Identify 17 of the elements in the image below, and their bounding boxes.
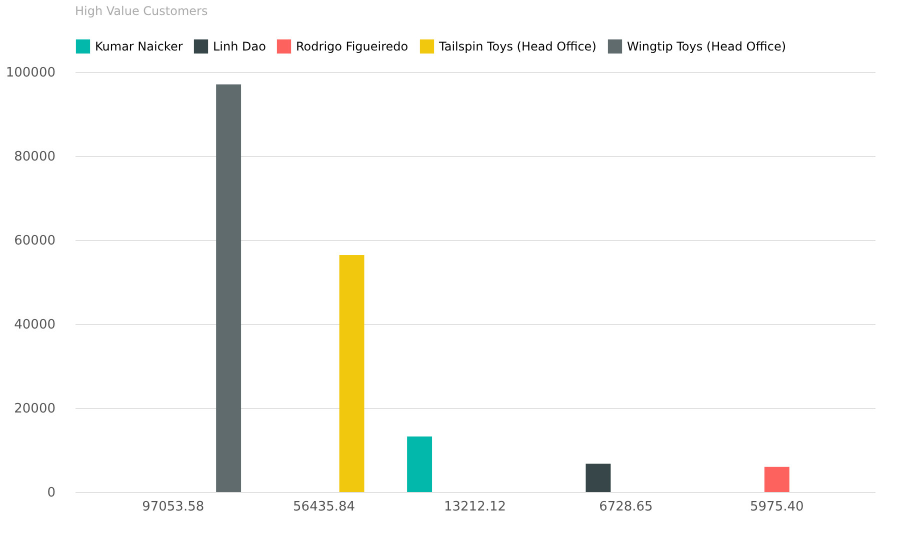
legend-label: Rodrigo Figueiredo — [296, 39, 408, 54]
y-tick-label: 100000 — [6, 66, 56, 80]
y-tick-label: 0 — [47, 486, 56, 500]
x-tick-label: 5975.40 — [750, 500, 804, 514]
legend-label: Tailspin Toys (Head Office) — [438, 39, 596, 54]
legend-label: Wingtip Toys (Head Office) — [627, 39, 786, 54]
y-tick-label: 40000 — [14, 318, 56, 332]
x-tick-label: 97053.58 — [142, 500, 204, 514]
chart-title: High Value Customers — [75, 4, 208, 18]
y-tick-label: 20000 — [14, 402, 56, 416]
legend-label: Linh Dao — [213, 39, 266, 54]
y-tick-label: 80000 — [14, 150, 56, 164]
y-tick-label: 60000 — [14, 234, 56, 248]
x-tick-label: 6728.65 — [599, 500, 653, 514]
legend-label: Kumar Naicker — [95, 39, 183, 54]
x-tick-label: 56435.84 — [293, 500, 356, 514]
x-tick-label: 13212.12 — [444, 500, 506, 514]
